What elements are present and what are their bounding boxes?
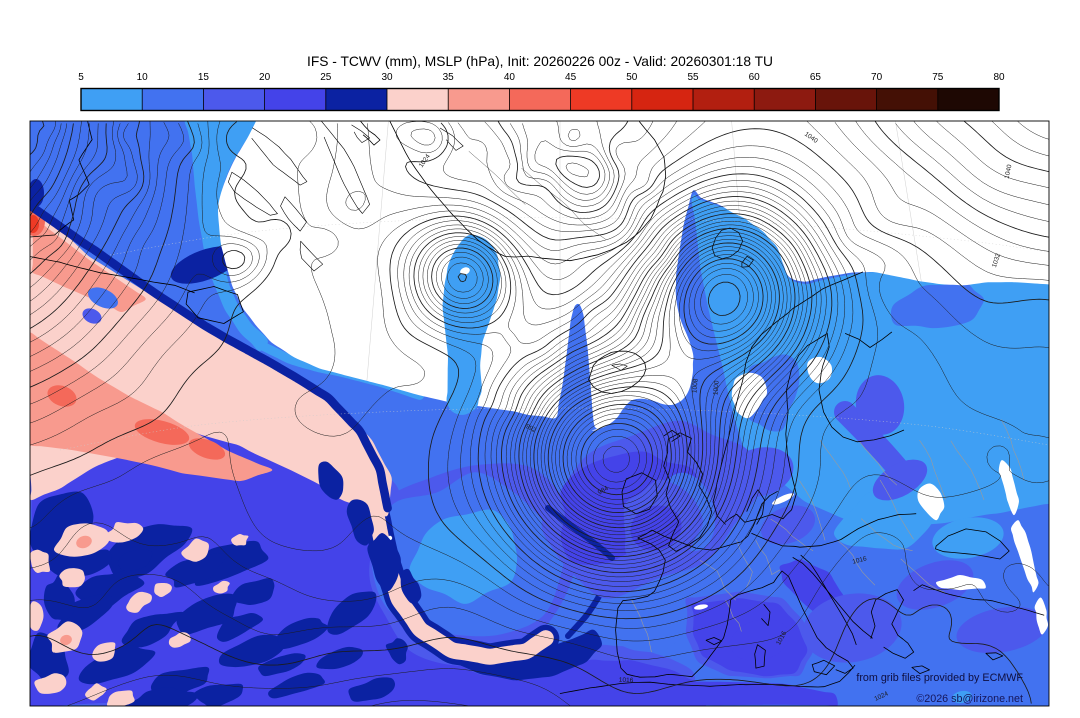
svg-text:5: 5 xyxy=(78,72,84,83)
svg-text:65: 65 xyxy=(810,72,822,83)
svg-text:1032: 1032 xyxy=(991,252,1002,268)
svg-text:80: 80 xyxy=(993,72,1005,83)
svg-text:30: 30 xyxy=(381,72,393,83)
svg-text:55: 55 xyxy=(687,72,699,83)
svg-text:1008: 1008 xyxy=(691,378,699,393)
svg-text:50: 50 xyxy=(626,72,638,83)
svg-text:40: 40 xyxy=(504,72,516,83)
svg-text:35: 35 xyxy=(443,72,455,83)
svg-text:15: 15 xyxy=(198,72,210,83)
svg-text:©2026 sb@irizone.net: ©2026 sb@irizone.net xyxy=(916,693,1023,705)
svg-text:10: 10 xyxy=(137,72,149,83)
svg-text:1016: 1016 xyxy=(852,555,868,566)
svg-text:1000: 1000 xyxy=(712,380,720,395)
svg-text:45: 45 xyxy=(565,72,577,83)
svg-text:1016: 1016 xyxy=(619,677,634,685)
svg-text:IFS - TCWV (mm), MSLP (hPa), I: IFS - TCWV (mm), MSLP (hPa), Init: 20260… xyxy=(307,54,773,69)
svg-text:70: 70 xyxy=(871,72,883,83)
svg-text:1040: 1040 xyxy=(1004,164,1014,180)
svg-text:75: 75 xyxy=(932,72,944,83)
svg-text:25: 25 xyxy=(320,72,332,83)
svg-text:60: 60 xyxy=(749,72,761,83)
svg-text:984: 984 xyxy=(597,485,610,497)
svg-text:992: 992 xyxy=(524,423,537,434)
svg-text:from grib files provided by EC: from grib files provided by ECMWF xyxy=(856,672,1023,684)
svg-text:20: 20 xyxy=(259,72,271,83)
